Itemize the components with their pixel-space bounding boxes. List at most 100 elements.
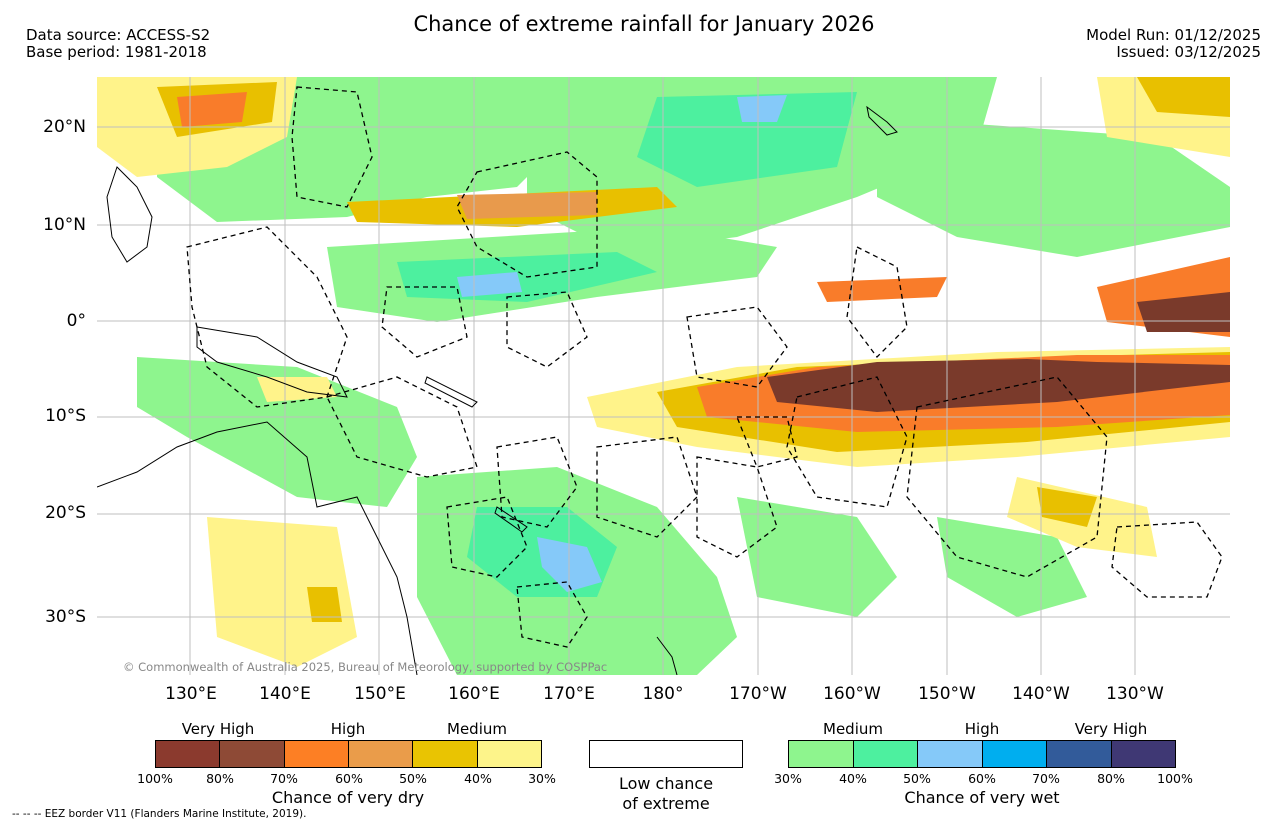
dry-area-mid-east-orange: [817, 277, 947, 302]
model-run: Model Run: 01/12/2025: [1086, 26, 1261, 44]
eez-marshall: [456, 151, 598, 278]
low-chance-line-1: Low chance: [618, 774, 714, 793]
lon-label-180: 180°: [642, 684, 684, 704]
rainfall-map: [97, 77, 1230, 675]
new-zealand-top-coastline: [656, 636, 678, 675]
eez-borders: [186, 86, 1223, 648]
issued-date: Issued: 03/12/2025: [1116, 43, 1261, 61]
wet-area-coral-sea: [137, 357, 417, 507]
lat-label-20n: 20°N: [43, 117, 86, 137]
new-caledonia-coastline: [494, 506, 528, 533]
dry-swatch-100-80: [156, 741, 221, 767]
lon-label-140w: 140°W: [1012, 684, 1070, 704]
wet-swatch-30-40: [789, 741, 854, 767]
lat-label-10n: 10°N: [43, 215, 86, 235]
copyright-notice: © Commonwealth of Australia 2025, Bureau…: [123, 660, 608, 674]
dry-swatch-60-50: [348, 741, 414, 767]
wet-tick-60: 60%: [968, 771, 996, 786]
wet-area-small-blue: [457, 272, 522, 297]
dry-tick-60: 60%: [335, 771, 363, 786]
dry-area-north-band-orange: [457, 192, 597, 219]
dry-area-south-east-medium: [1037, 487, 1097, 527]
dry-tick-30: 30%: [528, 771, 556, 786]
eez-french-polynesia: [906, 376, 1108, 578]
wet-area-upper-medium: [637, 92, 857, 187]
lon-label-150w: 150°W: [918, 684, 976, 704]
wet-regions: [137, 77, 1230, 675]
data-source: Data source: ACCESS-S2: [26, 26, 211, 44]
wet-category-very-high: Very High: [1074, 720, 1148, 738]
wet-category-medium: Medium: [823, 720, 883, 738]
wet-tick-30: 30%: [774, 771, 802, 786]
eez-vanuatu: [496, 436, 578, 528]
lon-label-140e: 140°E: [259, 684, 311, 704]
eez-solomons: [326, 376, 478, 478]
low-chance-label: Low chance of extreme: [580, 774, 752, 814]
lat-label-10s: 10°S: [45, 406, 86, 426]
wet-tick-80: 80%: [1097, 771, 1125, 786]
lat-label-equator: 0°: [66, 311, 86, 331]
coastlines: [97, 105, 898, 675]
dry-area-south-west-low: [207, 517, 357, 667]
solomon-islands-coastline: [424, 376, 478, 408]
dry-area-north-west-orange: [177, 92, 247, 127]
low-chance-line-2: of extreme: [622, 794, 710, 813]
eez-border-note: -- -- -- EEZ border V11 (Flanders Marine…: [12, 808, 307, 820]
eez-samoa: [736, 416, 798, 468]
wet-colorbar: [788, 740, 1176, 768]
wet-swatch-70-80: [1047, 741, 1112, 767]
eez-line-islands: [846, 246, 908, 358]
eez-micronesia: [291, 86, 373, 208]
dry-tick-50: 50%: [399, 771, 427, 786]
dry-area-main-band-dark: [767, 359, 1230, 412]
eez-fiji: [596, 436, 698, 538]
lon-label-170w: 170°W: [729, 684, 787, 704]
eez-kiribati-phoenix: [686, 306, 788, 388]
low-chance-swatch: [589, 740, 743, 768]
base-period: Base period: 1981-2018: [26, 43, 207, 61]
wet-tick-50: 50%: [903, 771, 931, 786]
lon-label-130e: 130°E: [165, 684, 217, 704]
lon-label-170e: 170°E: [543, 684, 595, 704]
dry-tick-40: 40%: [464, 771, 492, 786]
eez-norfolk: [516, 581, 588, 648]
lon-label-150e: 150°E: [354, 684, 406, 704]
dry-category-high: High: [330, 720, 366, 738]
dry-legend-title: Chance of very dry: [271, 788, 425, 807]
dry-regions: [97, 77, 1230, 667]
dry-swatch-70-60: [284, 741, 349, 767]
hawaii-coastline: [866, 105, 898, 136]
dry-category-medium: Medium: [447, 720, 507, 738]
new-guinea-coastline: [196, 326, 348, 398]
australia-coastline: [97, 421, 418, 675]
dry-area-east-equator-dark: [1137, 292, 1230, 332]
lon-label-130w: 130°W: [1106, 684, 1164, 704]
wet-area-polynesia: [937, 517, 1087, 617]
eez-nauru: [381, 286, 468, 358]
graticule: [97, 77, 1230, 675]
lon-label-160w: 160°W: [823, 684, 881, 704]
wet-tick-40: 40%: [839, 771, 867, 786]
dry-area-coral-low: [257, 377, 337, 402]
wet-tick-100: 100%: [1157, 771, 1193, 786]
eez-cook-islands: [786, 376, 908, 508]
header-right: Model Run: 01/12/2025 Issued: 03/12/2025: [1086, 27, 1261, 61]
header-left: Data source: ACCESS-S2 Base period: 1981…: [26, 27, 210, 61]
wet-swatch-60-70: [982, 741, 1047, 767]
dry-category-very-high: Very High: [181, 720, 255, 738]
wet-swatch-50-60: [918, 741, 983, 767]
dry-tick-100: 100%: [137, 771, 173, 786]
wet-tick-70: 70%: [1032, 771, 1060, 786]
dry-tick-70: 70%: [270, 771, 298, 786]
dry-swatch-80-70: [220, 741, 285, 767]
dry-swatch-40-30: [477, 741, 541, 767]
wet-area-upper-blue: [737, 95, 787, 122]
dry-area-north-east-medium: [1137, 77, 1230, 117]
eez-new-caledonia: [446, 496, 528, 578]
lon-label-160e: 160°E: [448, 684, 500, 704]
lat-label-30s: 30°S: [45, 607, 86, 627]
wet-area-southeast: [737, 497, 897, 617]
eez-pitcairn: [1111, 521, 1223, 598]
dry-colorbar: [155, 740, 542, 768]
map-title: Chance of extreme rainfall for January 2…: [413, 12, 875, 36]
